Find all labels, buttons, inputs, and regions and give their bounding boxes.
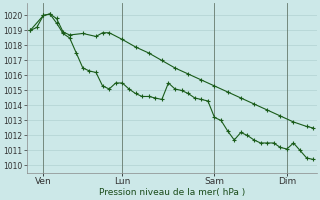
X-axis label: Pression niveau de la mer( hPa ): Pression niveau de la mer( hPa ) <box>99 188 245 197</box>
